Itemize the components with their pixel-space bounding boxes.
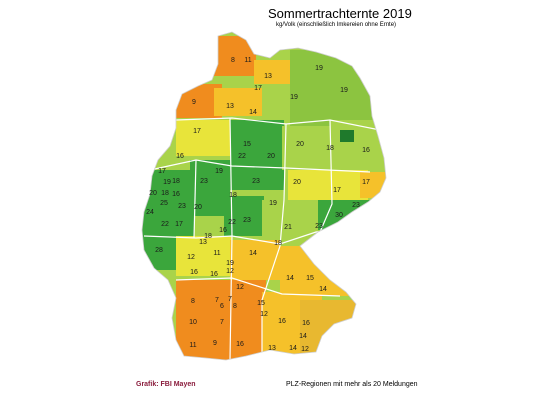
region-value-label: 19 bbox=[340, 87, 348, 94]
region-value-label: 6 bbox=[220, 303, 224, 310]
region-value-label: 28 bbox=[155, 247, 163, 254]
region-value-label: 11 bbox=[213, 250, 220, 257]
region-value-label: 13 bbox=[199, 239, 207, 246]
region-value-label: 18 bbox=[172, 178, 180, 185]
region-value-label: 17 bbox=[158, 168, 166, 175]
region-value-label: 17 bbox=[254, 85, 262, 92]
region-value-label: 19 bbox=[315, 65, 323, 72]
region-value-label: 21 bbox=[284, 224, 292, 231]
region-value-label: 7 bbox=[228, 296, 232, 303]
region-value-label: 16 bbox=[176, 153, 184, 160]
region-value-label: 12 bbox=[226, 268, 234, 275]
region-value-label: 19 bbox=[215, 168, 223, 175]
region-value-label: 16 bbox=[190, 269, 198, 276]
region-value-label: 8 bbox=[233, 303, 237, 310]
region-value-label: 7 bbox=[220, 319, 224, 326]
region-value-label: 30 bbox=[335, 212, 343, 219]
region-value-label: 13 bbox=[226, 103, 234, 110]
region-value-label: 16 bbox=[172, 191, 180, 198]
region-value-label: 18 bbox=[274, 240, 282, 247]
region-value-label: 18 bbox=[326, 145, 334, 152]
region-value-label: 16 bbox=[362, 147, 370, 154]
region-value-label: 18 bbox=[229, 192, 237, 199]
region-value-label: 12 bbox=[187, 254, 195, 261]
region-value-label: 8 bbox=[231, 57, 235, 64]
map-title: Sommertrachternte 2019 bbox=[268, 6, 412, 21]
region-value-label: 14 bbox=[299, 333, 307, 340]
region-value-label: 17 bbox=[193, 128, 201, 135]
region-value-label: 14 bbox=[289, 345, 297, 352]
region-value-label: 17 bbox=[362, 179, 370, 186]
region-value-label: 23 bbox=[243, 217, 251, 224]
region-value-label: 19 bbox=[269, 200, 277, 207]
region-value-label: 23 bbox=[200, 178, 208, 185]
region-value-label: 24 bbox=[146, 209, 154, 216]
region-value-label: 22 bbox=[161, 221, 169, 228]
region-value-label: 19 bbox=[226, 260, 234, 267]
region-value-label: 9 bbox=[213, 340, 217, 347]
region-value-label: 23 bbox=[252, 178, 260, 185]
region-value-label: 16 bbox=[278, 318, 286, 325]
region-value-label: 25 bbox=[160, 200, 168, 207]
region-value-label: 19 bbox=[163, 179, 171, 186]
region-value-label: 18 bbox=[161, 190, 169, 197]
region-value-label: 12 bbox=[301, 346, 309, 353]
region-value-label: 15 bbox=[257, 300, 265, 307]
region-value-label: 16 bbox=[210, 271, 218, 278]
region-value-label: 16 bbox=[236, 341, 244, 348]
region-value-label: 23 bbox=[352, 202, 360, 209]
region-value-label: 23 bbox=[315, 223, 323, 230]
region-value-label: 14 bbox=[286, 275, 294, 282]
region-value-label: 7 bbox=[215, 297, 219, 304]
region-value-label: 8 bbox=[191, 298, 195, 305]
footnote: PLZ-Regionen mit mehr als 20 Meldungen bbox=[286, 381, 418, 388]
germany-outline bbox=[141, 31, 387, 361]
region-value-label: 15 bbox=[306, 275, 314, 282]
map-subtitle: kg/Volk (einschließlich Imkereien ohne E… bbox=[276, 22, 397, 28]
region-value-label: 16 bbox=[302, 320, 310, 327]
region-value-label: 13 bbox=[264, 73, 272, 80]
region-value-label: 22 bbox=[228, 219, 236, 226]
region-value-label: 17 bbox=[175, 221, 183, 228]
region-value-label: 20 bbox=[267, 153, 275, 160]
region-value-label: 11 bbox=[189, 342, 196, 349]
region-value-label: 9 bbox=[192, 99, 196, 106]
region-value-label: 16 bbox=[219, 227, 227, 234]
region-value-label: 19 bbox=[290, 94, 298, 101]
region-value-label: 17 bbox=[333, 187, 341, 194]
region-value-label: 20 bbox=[194, 204, 202, 211]
region-value-label: 20 bbox=[293, 179, 301, 186]
region-value-label: 20 bbox=[296, 141, 304, 148]
graphic-credit: Grafik: FBI Mayen bbox=[136, 381, 196, 388]
region-value-label: 11 bbox=[244, 57, 251, 64]
region-value-label: 23 bbox=[178, 203, 186, 210]
region-value-label: 12 bbox=[236, 284, 244, 291]
region-borders bbox=[143, 117, 381, 360]
region-value-label: 14 bbox=[319, 286, 327, 293]
region-value-label: 18 bbox=[204, 233, 212, 240]
region-value-label: 12 bbox=[260, 311, 268, 318]
region-value-label: 10 bbox=[189, 319, 197, 326]
region-value-label: 20 bbox=[149, 190, 157, 197]
region-value-label: 14 bbox=[249, 109, 257, 116]
region-value-label: 13 bbox=[268, 345, 276, 352]
region-value-label: 14 bbox=[249, 250, 257, 257]
region-value-label: 15 bbox=[243, 141, 251, 148]
region-value-label: 22 bbox=[238, 153, 246, 160]
